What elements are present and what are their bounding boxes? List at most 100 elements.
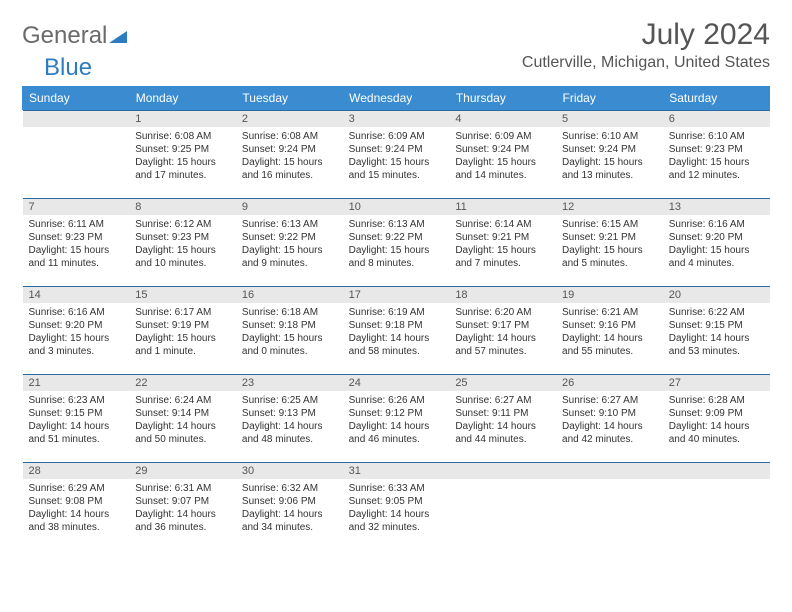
day-body: Sunrise: 6:32 AMSunset: 9:06 PMDaylight:… [236,479,343,538]
sunrise-text: Sunrise: 6:12 AM [135,218,230,231]
calendar-day-cell: 28Sunrise: 6:29 AMSunset: 9:08 PMDayligh… [23,462,130,550]
sunrise-text: Sunrise: 6:26 AM [349,394,444,407]
day-number: 15 [129,287,236,303]
day-number: 28 [23,463,130,479]
daylight-text: Daylight: 15 hours and 0 minutes. [242,332,337,358]
day-body: Sunrise: 6:08 AMSunset: 9:24 PMDaylight:… [236,127,343,186]
day-number: 24 [343,375,450,391]
daylight-text: Daylight: 15 hours and 5 minutes. [562,244,657,270]
day-number: 17 [343,287,450,303]
daylight-text: Daylight: 15 hours and 10 minutes. [135,244,230,270]
daylight-text: Daylight: 15 hours and 9 minutes. [242,244,337,270]
sunset-text: Sunset: 9:17 PM [455,319,550,332]
sunset-text: Sunset: 9:09 PM [669,407,764,420]
sunset-text: Sunset: 9:24 PM [455,143,550,156]
calendar-day-cell: 12Sunrise: 6:15 AMSunset: 9:21 PMDayligh… [556,198,663,286]
daylight-text: Daylight: 14 hours and 34 minutes. [242,508,337,534]
daylight-text: Daylight: 15 hours and 8 minutes. [349,244,444,270]
day-body: Sunrise: 6:21 AMSunset: 9:16 PMDaylight:… [556,303,663,362]
sunrise-text: Sunrise: 6:27 AM [562,394,657,407]
logo-text-2: Blue [44,56,92,80]
day-number [663,463,770,479]
day-number: 18 [449,287,556,303]
calendar-day-cell: 2Sunrise: 6:08 AMSunset: 9:24 PMDaylight… [236,110,343,198]
calendar-week-row: 1Sunrise: 6:08 AMSunset: 9:25 PMDaylight… [23,110,770,198]
sunrise-text: Sunrise: 6:10 AM [669,130,764,143]
day-number [23,111,130,127]
sunset-text: Sunset: 9:15 PM [669,319,764,332]
sunrise-text: Sunrise: 6:08 AM [242,130,337,143]
calendar-day-cell: 5Sunrise: 6:10 AMSunset: 9:24 PMDaylight… [556,110,663,198]
day-body: Sunrise: 6:23 AMSunset: 9:15 PMDaylight:… [23,391,130,450]
day-number: 21 [23,375,130,391]
day-number: 7 [23,199,130,215]
calendar-week-row: 28Sunrise: 6:29 AMSunset: 9:08 PMDayligh… [23,462,770,550]
calendar-day-cell: 18Sunrise: 6:20 AMSunset: 9:17 PMDayligh… [449,286,556,374]
day-body: Sunrise: 6:27 AMSunset: 9:10 PMDaylight:… [556,391,663,450]
calendar-day-cell: 9Sunrise: 6:13 AMSunset: 9:22 PMDaylight… [236,198,343,286]
calendar-day-cell: 31Sunrise: 6:33 AMSunset: 9:05 PMDayligh… [343,462,450,550]
sunrise-text: Sunrise: 6:17 AM [135,306,230,319]
daylight-text: Daylight: 14 hours and 50 minutes. [135,420,230,446]
sunrise-text: Sunrise: 6:13 AM [349,218,444,231]
sunrise-text: Sunrise: 6:24 AM [135,394,230,407]
day-body: Sunrise: 6:25 AMSunset: 9:13 PMDaylight:… [236,391,343,450]
day-number: 5 [556,111,663,127]
sunset-text: Sunset: 9:15 PM [29,407,124,420]
sunset-text: Sunset: 9:23 PM [135,231,230,244]
day-number: 13 [663,199,770,215]
calendar-day-cell [556,462,663,550]
day-body: Sunrise: 6:22 AMSunset: 9:15 PMDaylight:… [663,303,770,362]
day-body: Sunrise: 6:16 AMSunset: 9:20 PMDaylight:… [23,303,130,362]
sunrise-text: Sunrise: 6:18 AM [242,306,337,319]
day-body: Sunrise: 6:24 AMSunset: 9:14 PMDaylight:… [129,391,236,450]
daylight-text: Daylight: 15 hours and 12 minutes. [669,156,764,182]
sunrise-text: Sunrise: 6:22 AM [669,306,764,319]
calendar-day-cell: 8Sunrise: 6:12 AMSunset: 9:23 PMDaylight… [129,198,236,286]
sunrise-text: Sunrise: 6:10 AM [562,130,657,143]
calendar-day-cell: 22Sunrise: 6:24 AMSunset: 9:14 PMDayligh… [129,374,236,462]
day-body: Sunrise: 6:20 AMSunset: 9:17 PMDaylight:… [449,303,556,362]
calendar-week-row: 7Sunrise: 6:11 AMSunset: 9:23 PMDaylight… [23,198,770,286]
day-body: Sunrise: 6:10 AMSunset: 9:24 PMDaylight:… [556,127,663,186]
day-body: Sunrise: 6:17 AMSunset: 9:19 PMDaylight:… [129,303,236,362]
calendar-day-cell: 15Sunrise: 6:17 AMSunset: 9:19 PMDayligh… [129,286,236,374]
logo: General [22,18,127,48]
calendar-day-cell [23,110,130,198]
day-body: Sunrise: 6:09 AMSunset: 9:24 PMDaylight:… [449,127,556,186]
day-number: 31 [343,463,450,479]
calendar-day-cell: 14Sunrise: 6:16 AMSunset: 9:20 PMDayligh… [23,286,130,374]
weekday-header-row: Sunday Monday Tuesday Wednesday Thursday… [23,86,770,110]
calendar-day-cell [449,462,556,550]
day-number: 2 [236,111,343,127]
daylight-text: Daylight: 15 hours and 16 minutes. [242,156,337,182]
calendar-body: 1Sunrise: 6:08 AMSunset: 9:25 PMDaylight… [23,110,770,550]
daylight-text: Daylight: 14 hours and 53 minutes. [669,332,764,358]
sunrise-text: Sunrise: 6:19 AM [349,306,444,319]
day-body: Sunrise: 6:11 AMSunset: 9:23 PMDaylight:… [23,215,130,274]
day-number: 6 [663,111,770,127]
day-number: 26 [556,375,663,391]
day-number: 20 [663,287,770,303]
daylight-text: Daylight: 14 hours and 55 minutes. [562,332,657,358]
daylight-text: Daylight: 14 hours and 48 minutes. [242,420,337,446]
daylight-text: Daylight: 14 hours and 32 minutes. [349,508,444,534]
sunset-text: Sunset: 9:24 PM [242,143,337,156]
calendar-day-cell: 25Sunrise: 6:27 AMSunset: 9:11 PMDayligh… [449,374,556,462]
sunset-text: Sunset: 9:14 PM [135,407,230,420]
sunset-text: Sunset: 9:08 PM [29,495,124,508]
sunrise-text: Sunrise: 6:11 AM [29,218,124,231]
day-number: 14 [23,287,130,303]
daylight-text: Daylight: 14 hours and 38 minutes. [29,508,124,534]
calendar-day-cell: 29Sunrise: 6:31 AMSunset: 9:07 PMDayligh… [129,462,236,550]
day-number: 23 [236,375,343,391]
daylight-text: Daylight: 15 hours and 3 minutes. [29,332,124,358]
daylight-text: Daylight: 14 hours and 58 minutes. [349,332,444,358]
calendar-day-cell: 20Sunrise: 6:22 AMSunset: 9:15 PMDayligh… [663,286,770,374]
sunset-text: Sunset: 9:20 PM [669,231,764,244]
calendar-day-cell: 23Sunrise: 6:25 AMSunset: 9:13 PMDayligh… [236,374,343,462]
sunrise-text: Sunrise: 6:13 AM [242,218,337,231]
daylight-text: Daylight: 14 hours and 44 minutes. [455,420,550,446]
sunrise-text: Sunrise: 6:23 AM [29,394,124,407]
sunrise-text: Sunrise: 6:28 AM [669,394,764,407]
